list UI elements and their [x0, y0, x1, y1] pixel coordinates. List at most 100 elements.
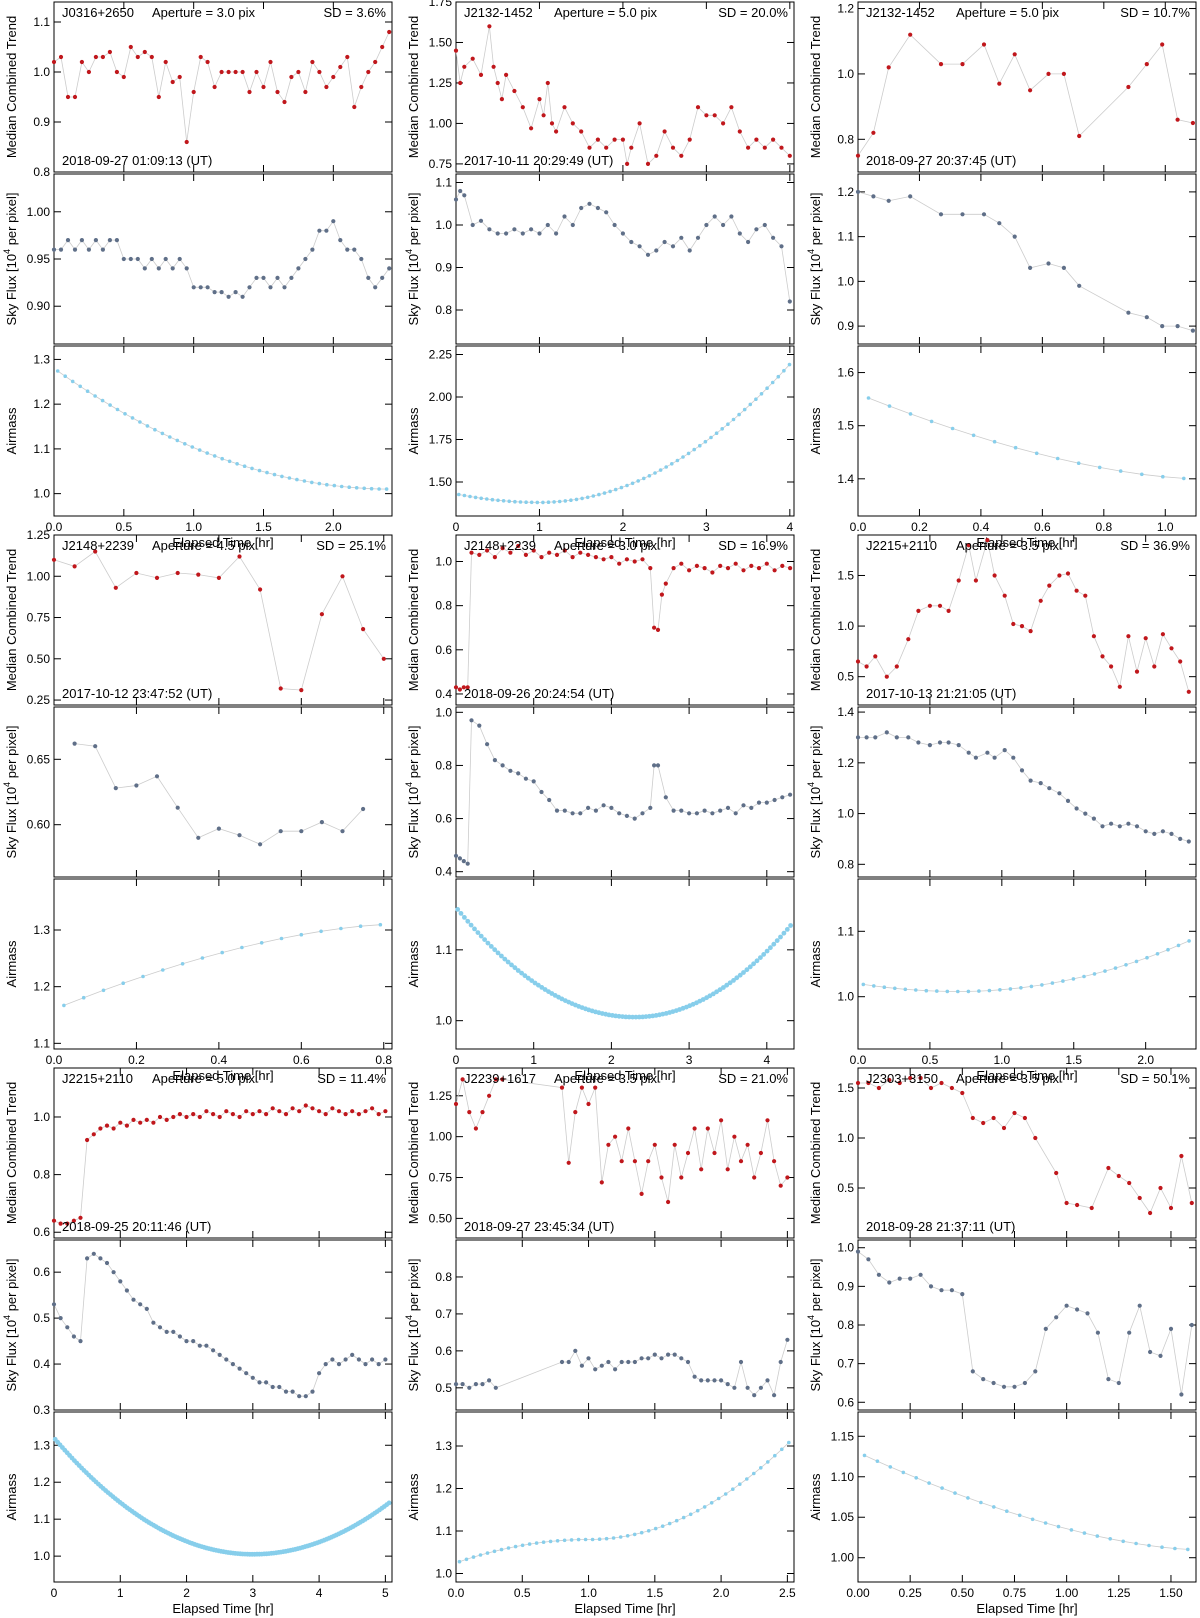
sky-data-point [85, 1256, 90, 1261]
sky-data-point [177, 1334, 182, 1339]
sky-data-point [960, 212, 965, 217]
sky-data-point [453, 197, 459, 202]
sky-y-tick-label: 0.8 [837, 1318, 854, 1332]
sky-data-point [277, 1384, 282, 1390]
x-axis-label: Elapsed Time [hr] [976, 1068, 1077, 1083]
air-data-point [492, 1549, 497, 1554]
timestamp-label: 2017-10-11 20:29:49 (UT) [464, 153, 613, 168]
x-axis-label: Elapsed Time [hr] [172, 535, 273, 550]
trend-data-point [453, 685, 459, 690]
air-data-point [499, 953, 504, 959]
sky-data-point [640, 811, 645, 816]
trend-data-point [549, 121, 555, 126]
sky-data-point [508, 768, 513, 773]
air-data-point [183, 442, 187, 446]
sky-data-point [906, 735, 911, 740]
trend-data-point [692, 1126, 697, 1131]
trend-data-point [51, 557, 57, 562]
sky-data-point [453, 853, 459, 858]
x-tick-label: 2 [620, 520, 627, 534]
sd-label: SD = 21.0% [718, 1071, 788, 1086]
trend-data-point [1054, 1170, 1059, 1176]
sky-data-point [1148, 1349, 1153, 1355]
air-data-point [1043, 1521, 1048, 1525]
trend-data-point [570, 555, 575, 560]
trend-y-tick-label: 0.25 [27, 693, 51, 707]
air-data-point [354, 486, 359, 490]
trend-data-point [191, 89, 196, 95]
trend-y-tick-label: 1.25 [429, 76, 453, 90]
trend-data-point [1189, 1200, 1194, 1206]
air-data-point [81, 995, 86, 1000]
trend-data-point [718, 563, 723, 569]
trend-data-point [771, 137, 776, 142]
aperture-label: Aperture = 3.5 pix [956, 538, 1059, 553]
sky-data-point [632, 816, 637, 821]
air-data-point [235, 462, 239, 466]
trend-data-point [111, 1126, 116, 1131]
air-data-point [529, 978, 535, 983]
trend-data-point [679, 1175, 684, 1180]
sky-data-point [1033, 1369, 1038, 1374]
sky-data-point [1083, 811, 1088, 816]
air-data-point [787, 362, 792, 367]
air-data-point [1029, 984, 1034, 989]
air-data-point [781, 930, 787, 936]
sky-data-point [247, 285, 252, 290]
sky-data-point [512, 227, 517, 232]
air-data-point [688, 1512, 693, 1517]
air-data-point [501, 499, 506, 503]
air-data-point [478, 1553, 483, 1557]
sky-y-tick-label: 0.60 [27, 818, 51, 832]
sky-data-point [554, 808, 560, 813]
trend-y-tick-label: 1.25 [429, 1089, 453, 1103]
trend-data-point [491, 64, 496, 69]
sky-data-point [702, 808, 707, 813]
sky-y-tick-label: 0.7 [837, 1357, 854, 1371]
trend-y-tick-label: 1.50 [429, 35, 453, 49]
air-data-point [1005, 1509, 1009, 1513]
trend-data-point [128, 44, 133, 50]
sky-data-point [71, 1334, 76, 1339]
trend-data-point [217, 1114, 222, 1120]
trend-data-point [268, 59, 273, 65]
air-data-point [496, 498, 500, 503]
sky-data-point [705, 1378, 710, 1383]
air-y-tick-label: 1.0 [33, 1549, 50, 1563]
x-tick-label: 1.0 [185, 520, 202, 534]
air-data-point [664, 465, 668, 469]
trend-data-point [679, 153, 684, 158]
trend-data-point [1089, 1205, 1094, 1211]
trend-data-point [508, 550, 513, 555]
sd-label: SD = 25.1% [316, 538, 386, 553]
air-data-point [639, 1530, 644, 1535]
trend-data-point [71, 1218, 76, 1223]
air-data-point [992, 1505, 996, 1509]
air-data-point [455, 907, 461, 912]
air-data-point [731, 417, 736, 422]
trend-data-point [261, 84, 266, 90]
air-data-point [887, 404, 892, 408]
target-name: J2132-1452 [866, 5, 935, 20]
sky-data-point [65, 1325, 70, 1330]
sky-data-point [1074, 806, 1079, 811]
air-data-point [220, 950, 224, 955]
sky-data-point [604, 210, 609, 215]
air-data-point [502, 956, 508, 962]
sky-y-tick-label: 0.5 [435, 1381, 452, 1395]
air-data-point [141, 974, 145, 979]
sky-data-point [866, 1257, 871, 1262]
air-data-point [160, 431, 165, 436]
trend-data-point [58, 54, 64, 60]
x-tick-label: 0.2 [128, 1053, 145, 1067]
x-tick-label: 1.5 [646, 1586, 663, 1600]
air-data-point [709, 1501, 714, 1505]
air-data-point [515, 968, 521, 973]
x-tick-label: 0.5 [115, 520, 132, 534]
trend-data-point [981, 1120, 986, 1126]
air-data-point [966, 989, 971, 994]
air-data-point [754, 958, 760, 964]
air-y-tick-label: 1.0 [435, 1014, 452, 1028]
x-tick-label: 2 [608, 1053, 615, 1067]
trend-data-point [1028, 88, 1033, 93]
